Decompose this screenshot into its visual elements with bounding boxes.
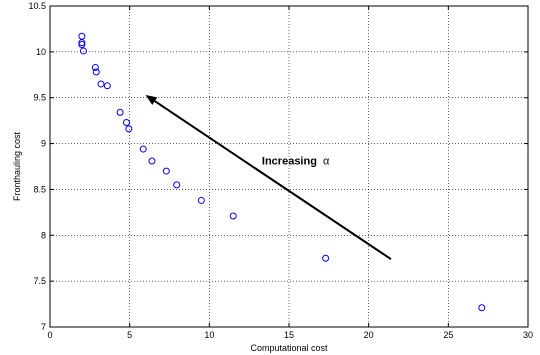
- annotation-label: Increasing α: [262, 156, 330, 168]
- data-point: [91, 63, 99, 71]
- data-point: [122, 118, 130, 126]
- data-point: [322, 254, 330, 262]
- data-point: [139, 145, 147, 153]
- axis-ticks: [49, 5, 529, 328]
- y-tick-label: 8: [41, 230, 46, 240]
- annotation: Increasing α: [145, 94, 392, 260]
- annotation-arrow-line: [154, 100, 392, 260]
- x-tick-label: 20: [364, 330, 374, 340]
- x-tick-labels: 0 5 10 15 20 25 30: [47, 330, 533, 340]
- x-tick-label: 25: [443, 330, 453, 340]
- data-point: [78, 41, 86, 49]
- data-point: [162, 167, 170, 175]
- data-point: [478, 304, 486, 312]
- data-point: [78, 32, 86, 40]
- data-point: [103, 82, 111, 90]
- annotation-label-main: Increasing: [262, 156, 317, 168]
- x-tick-label: 30: [523, 330, 533, 340]
- annotation-label-symbol: α: [323, 156, 330, 168]
- x-tick-label: 0: [47, 330, 52, 340]
- y-tick-label: 10: [36, 47, 46, 57]
- data-points: [78, 32, 486, 312]
- x-axis-label: Computational cost: [250, 343, 328, 353]
- y-tick-labels: 7 7.5 8 8.5 9 9.5 10 10.5: [28, 1, 46, 332]
- y-tick-label: 9.5: [33, 93, 46, 103]
- grid-lines: [50, 6, 528, 327]
- data-point: [173, 181, 181, 189]
- annotation-arrow-head: [145, 94, 158, 105]
- data-point: [97, 80, 105, 88]
- y-tick-label: 7: [41, 322, 46, 332]
- x-tick-label: 10: [204, 330, 214, 340]
- data-point: [116, 108, 124, 116]
- y-tick-label: 7.5: [33, 276, 46, 286]
- data-point: [197, 196, 205, 204]
- y-axis-label: Fronthauling cost: [12, 131, 22, 201]
- data-point: [125, 125, 133, 133]
- data-point: [78, 39, 86, 47]
- data-point: [148, 157, 156, 165]
- data-point: [79, 47, 87, 55]
- x-tick-label: 15: [284, 330, 294, 340]
- y-tick-label: 10.5: [28, 1, 46, 11]
- data-point: [229, 212, 237, 220]
- y-tick-label: 8.5: [33, 184, 46, 194]
- y-tick-label: 9: [41, 139, 46, 149]
- x-tick-label: 5: [127, 330, 132, 340]
- data-point: [92, 68, 100, 76]
